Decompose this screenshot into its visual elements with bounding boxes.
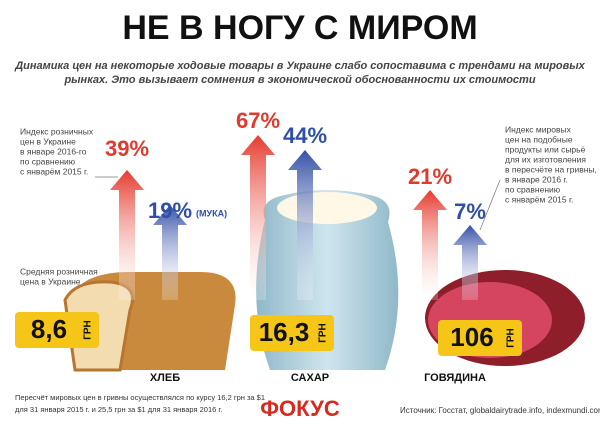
connector [479, 179, 501, 231]
logo: ФОКУС [260, 396, 340, 421]
title: НЕ В НОГУ С МИРОМ [122, 9, 477, 47]
retail-change: 39% [105, 136, 149, 161]
price-box [250, 315, 334, 351]
world-change: 19% [148, 198, 192, 223]
note: цен на подобные [505, 134, 573, 144]
note: по сравнению [20, 156, 76, 166]
sugar [277, 192, 377, 224]
world-arrow [288, 150, 322, 300]
world-arrow [453, 225, 487, 300]
price-box [438, 320, 522, 356]
retail-arrow [413, 190, 447, 300]
retail-arrow [110, 170, 144, 300]
price: 16,3 [259, 317, 310, 347]
price: 106 [450, 322, 493, 352]
source: Источник: Госстат, globaldairytrade.info… [400, 406, 600, 415]
note: по сравнению [505, 184, 561, 194]
note: цена в Украине [20, 276, 81, 286]
footnote: Пересчёт мировых цен в гривны осуществля… [15, 393, 265, 402]
note: с январём 2015 г. [20, 166, 88, 176]
retail-arrow [241, 135, 275, 300]
labels: Динамика цен на некоторые ходовые товары… [14, 60, 597, 414]
subtitle: Динамика цен на некоторые ходовые товары… [14, 60, 585, 72]
note: для их изготовления [505, 154, 586, 164]
note: с январём 2015 г. [505, 194, 573, 204]
price-unit: ГРН [83, 320, 94, 340]
note: Индекс розничных [20, 126, 94, 136]
world-change: 44% [283, 123, 327, 148]
world-change: 7% [454, 199, 486, 224]
price-unit: ГРН [506, 328, 517, 348]
note: в пересчёте на гривны, [505, 164, 597, 174]
item-name: САХАР [291, 372, 329, 384]
note: продукты или сырьё [505, 144, 586, 154]
price-unit: ГРН [318, 323, 329, 343]
retail-change: 21% [408, 164, 452, 189]
note: Средняя розничная [20, 266, 98, 276]
price-box [15, 312, 99, 348]
note: в январе 2016-го [20, 146, 87, 156]
price: 8,6 [31, 314, 67, 344]
subtitle: рынках. Это вызывает сомнения в экономич… [63, 74, 535, 86]
world-arrow [153, 205, 187, 300]
note: в январе 2016 г. [505, 174, 568, 184]
retail-change: 67% [236, 108, 280, 133]
world-note: (МУКА) [196, 208, 227, 218]
note: Индекс мировых [505, 124, 572, 134]
item-name: ХЛЕБ [150, 372, 180, 384]
footnote: для 31 января 2015 г. и 25,5 грн за $1 д… [15, 405, 222, 414]
note: цен в Украине [20, 136, 76, 146]
item-name: ГОВЯДИНА [424, 372, 486, 384]
